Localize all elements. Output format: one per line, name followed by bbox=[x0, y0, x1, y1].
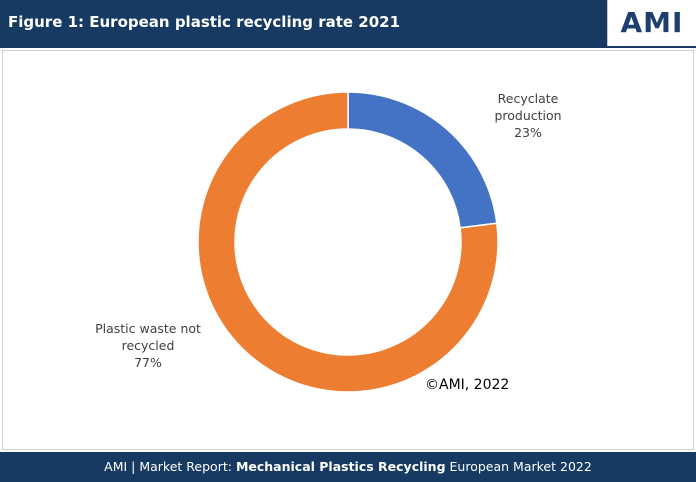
value-label: 77% bbox=[134, 355, 162, 370]
donut-slice bbox=[197, 91, 499, 393]
category-label: Plastic waste not recycled bbox=[95, 321, 201, 353]
category-label: Recyclate production bbox=[494, 91, 562, 123]
footer-text: European Market 2022 bbox=[449, 459, 592, 474]
slice-label: Recyclate production 23% bbox=[463, 90, 593, 141]
header: Figure 1: European plastic recycling rat… bbox=[0, 0, 696, 48]
footer: AMI | Market Report: Mechanical Plastics… bbox=[0, 452, 696, 482]
footer-text: AMI | Market Report: bbox=[104, 459, 232, 474]
title: Figure 1: European plastic recycling rat… bbox=[8, 13, 401, 31]
logo: AMI bbox=[607, 0, 696, 46]
chart-frame bbox=[2, 50, 694, 450]
annotation: ©AMI, 2022 bbox=[425, 377, 510, 393]
value-label: 23% bbox=[514, 125, 542, 140]
slice-label: Plastic waste not recycled 77% bbox=[83, 320, 213, 371]
footer-bold: Mechanical Plastics Recycling bbox=[235, 459, 446, 474]
